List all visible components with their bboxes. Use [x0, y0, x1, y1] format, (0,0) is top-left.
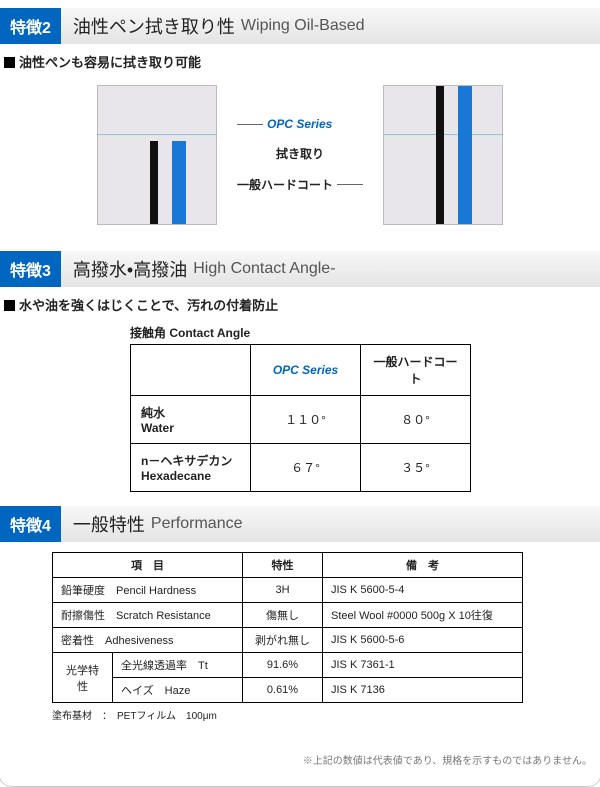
disclaimer: ※上記の数値は代表値であり、規格を示すものではありません。 [0, 752, 600, 767]
label-wipe: 拭き取り [276, 145, 324, 162]
row-label: n－ヘキサデカンHexadecane [131, 444, 251, 492]
section2-header: 特徴2 油性ペン拭き取り性 Wiping Oil-Based [0, 8, 600, 44]
badge-2: 特徴2 [0, 8, 61, 44]
section2-title-jp: 油性ペン拭き取り性 [73, 13, 235, 39]
table-row: n－ヘキサデカンHexadecane ６７° ３５° [131, 444, 471, 492]
cell: １１０° [251, 396, 361, 444]
stripe-blue [172, 141, 186, 224]
contact-angle-table: OPC Series 一般ハードコート 純水Water １１０° ８０° n－ヘ… [130, 344, 471, 492]
section4-title-en: Performance [151, 515, 243, 533]
cell: ３５° [361, 444, 471, 492]
bullet-icon [4, 300, 15, 311]
section4-title: 一般特性 Performance [61, 506, 600, 542]
stripe-black [150, 141, 158, 224]
cell: ８０° [361, 396, 471, 444]
label-hardcoat: 一般ハードコート [237, 176, 333, 193]
col-hardcoat: 一般ハードコート [361, 345, 471, 396]
table-row: 純水Water １１０° ８０° [131, 396, 471, 444]
section3-title-jp: 高撥水•高撥油 [73, 256, 187, 282]
section3-title: 高撥水•高撥油 High Contact Angle- [61, 251, 600, 287]
section2-title-en: Wiping Oil-Based [241, 17, 365, 35]
label-opc: OPC Series [267, 117, 332, 131]
badge-3: 特徴3 [0, 251, 61, 287]
stripe-blue-full [458, 86, 472, 224]
section3-subnote: 水や油を強くはじくことで、汚れの付着防止 [0, 287, 600, 318]
diagram-labels: OPC Series 拭き取り 一般ハードコート [237, 117, 363, 193]
table-row: 鉛筆硬度 Pencil Hardness 3H JIS K 5600-5-4 [53, 578, 523, 603]
hdr-note: 備 考 [323, 553, 523, 578]
stripe-black-full [436, 86, 444, 224]
contact-table-title: 接触角 Contact Angle [130, 324, 600, 341]
section2-subnote: 油性ペンも容易に拭き取り可能 [0, 44, 600, 75]
panel-right [383, 85, 503, 225]
table-row: ヘイズ Haze 0.61% JIS K 7136 [53, 678, 523, 703]
section2-title: 油性ペン拭き取り性 Wiping Oil-Based [61, 8, 600, 44]
section4-title-jp: 一般特性 [73, 511, 145, 537]
hdr-item: 項 目 [53, 553, 243, 578]
section3-title-en: High Contact Angle- [193, 260, 335, 278]
row-label: 純水Water [131, 396, 251, 444]
performance-table: 項 目 特性 備 考 鉛筆硬度 Pencil Hardness 3H JIS K… [52, 552, 523, 703]
section4-header: 特徴4 一般特性 Performance [0, 506, 600, 542]
hdr-prop: 特性 [243, 553, 323, 578]
cell: ６７° [251, 444, 361, 492]
bullet-icon [4, 57, 15, 68]
badge-4: 特徴4 [0, 506, 61, 542]
panel-left [97, 85, 217, 225]
table-row: 光学特性 全光線透過率 Tt 91.6% JIS K 7361-1 [53, 653, 523, 678]
section3-header: 特徴3 高撥水•高撥油 High Contact Angle- [0, 251, 600, 287]
perf-footnote: 塗布基材 ： PETフィルム 100μm [52, 707, 600, 722]
col-blank [131, 345, 251, 396]
col-opc: OPC Series [251, 345, 361, 396]
wipe-diagram: OPC Series 拭き取り 一般ハードコート [0, 75, 600, 243]
table-row: 密着性 Adhesiveness 剥がれ無し JIS K 5600-5-6 [53, 628, 523, 653]
table-row: 耐擦傷性 Scratch Resistance 傷無し Steel Wool #… [53, 603, 523, 628]
